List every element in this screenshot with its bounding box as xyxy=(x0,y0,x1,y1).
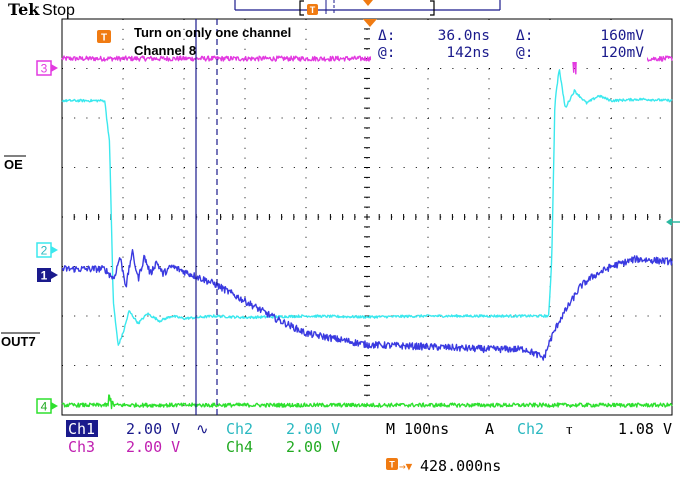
trigger-time-arrow-icon: →▼ xyxy=(399,460,413,473)
trace-ch1 xyxy=(61,248,673,361)
trigger-position-icon xyxy=(363,19,377,27)
ch2-marker[interactable]: 2 xyxy=(36,242,58,258)
ch1-marker-label: 1 xyxy=(41,269,48,283)
trigger-position[interactable]: 428.000ns xyxy=(420,457,501,475)
trigger-source[interactable]: Ch2 xyxy=(517,420,544,438)
ch4-marker-label: 4 xyxy=(41,400,48,414)
time-at-label: @: xyxy=(378,45,395,61)
ch4-scale: 2.00 V xyxy=(286,438,340,456)
time-delta-label: Δ: xyxy=(378,28,395,44)
trigger-mode: A xyxy=(485,420,494,438)
note-icon xyxy=(97,30,111,43)
out7-label: OUT7 xyxy=(1,334,36,349)
ch3-marker[interactable]: 3 xyxy=(36,60,58,76)
trigger-time-icon xyxy=(386,458,398,470)
cursor-readout: Δ: 36.0ns @: 142ns Δ: 160mV @: 120mV xyxy=(371,26,647,62)
trigger-slope-icon: ⲧ xyxy=(566,420,573,438)
note-line-1: Turn on only one channel xyxy=(134,25,291,40)
ch3-marker-label: 3 xyxy=(41,62,48,76)
brand-logo: Tek xyxy=(8,0,40,19)
side-label-out7: OUT7 xyxy=(1,332,40,349)
volt-delta-label: Δ: xyxy=(516,28,533,44)
oe-label: OE xyxy=(4,157,23,172)
time-cursors xyxy=(195,19,218,415)
record-trigger-icon-label: T xyxy=(310,5,316,15)
volt-delta-value: 160mV xyxy=(600,28,644,44)
ch1-scale: 2.00 V xyxy=(126,420,180,438)
ch1-coupling-icon: ∿ xyxy=(196,420,209,438)
ch1-marker[interactable]: 1 xyxy=(37,268,58,283)
record-trigger-icon: T xyxy=(307,4,318,15)
graticule xyxy=(61,18,673,416)
note-line-2: Channel 8 xyxy=(134,43,196,58)
trace-ch4 xyxy=(61,394,673,410)
ch3-label[interactable]: Ch3 xyxy=(68,438,95,456)
scale-readout: Ch1 2.00 V ∿ Ch2 2.00 V Ch3 2.00 V Ch4 2… xyxy=(66,420,672,475)
time-delta-value: 36.0ns xyxy=(438,28,490,44)
trigger-level[interactable]: 1.08 V xyxy=(618,420,672,438)
trigger-time-icon-label: T xyxy=(389,460,395,470)
timebase[interactable]: M 100ns xyxy=(386,420,449,438)
record-trigger-arrow-icon xyxy=(363,0,373,6)
ch3-scale: 2.00 V xyxy=(126,438,180,456)
trace-ch2 xyxy=(61,69,673,346)
ch2-marker-label: 2 xyxy=(41,244,48,258)
time-at-value: 142ns xyxy=(446,45,490,61)
ch1-label[interactable]: Ch1 xyxy=(68,420,95,438)
side-label-oe: OE xyxy=(4,155,26,172)
ch4-marker[interactable]: 4 xyxy=(36,398,58,414)
ch2-label[interactable]: Ch2 xyxy=(226,420,253,438)
acquisition-status: Stop xyxy=(42,2,75,19)
note-annotation: T Turn on only one channel Channel 8 xyxy=(97,25,291,58)
ch1-label-bg xyxy=(66,420,98,437)
ch2-scale: 2.00 V xyxy=(286,420,340,438)
channel-markers: 3 2 1 4 xyxy=(36,60,58,414)
volt-at-label: @: xyxy=(516,45,533,61)
note-icon-label: T xyxy=(101,33,107,44)
record-bar xyxy=(234,0,501,16)
volt-at-value: 120mV xyxy=(600,45,644,61)
trigger-level-arrow-icon xyxy=(666,218,680,226)
ch4-label[interactable]: Ch4 xyxy=(226,438,253,456)
